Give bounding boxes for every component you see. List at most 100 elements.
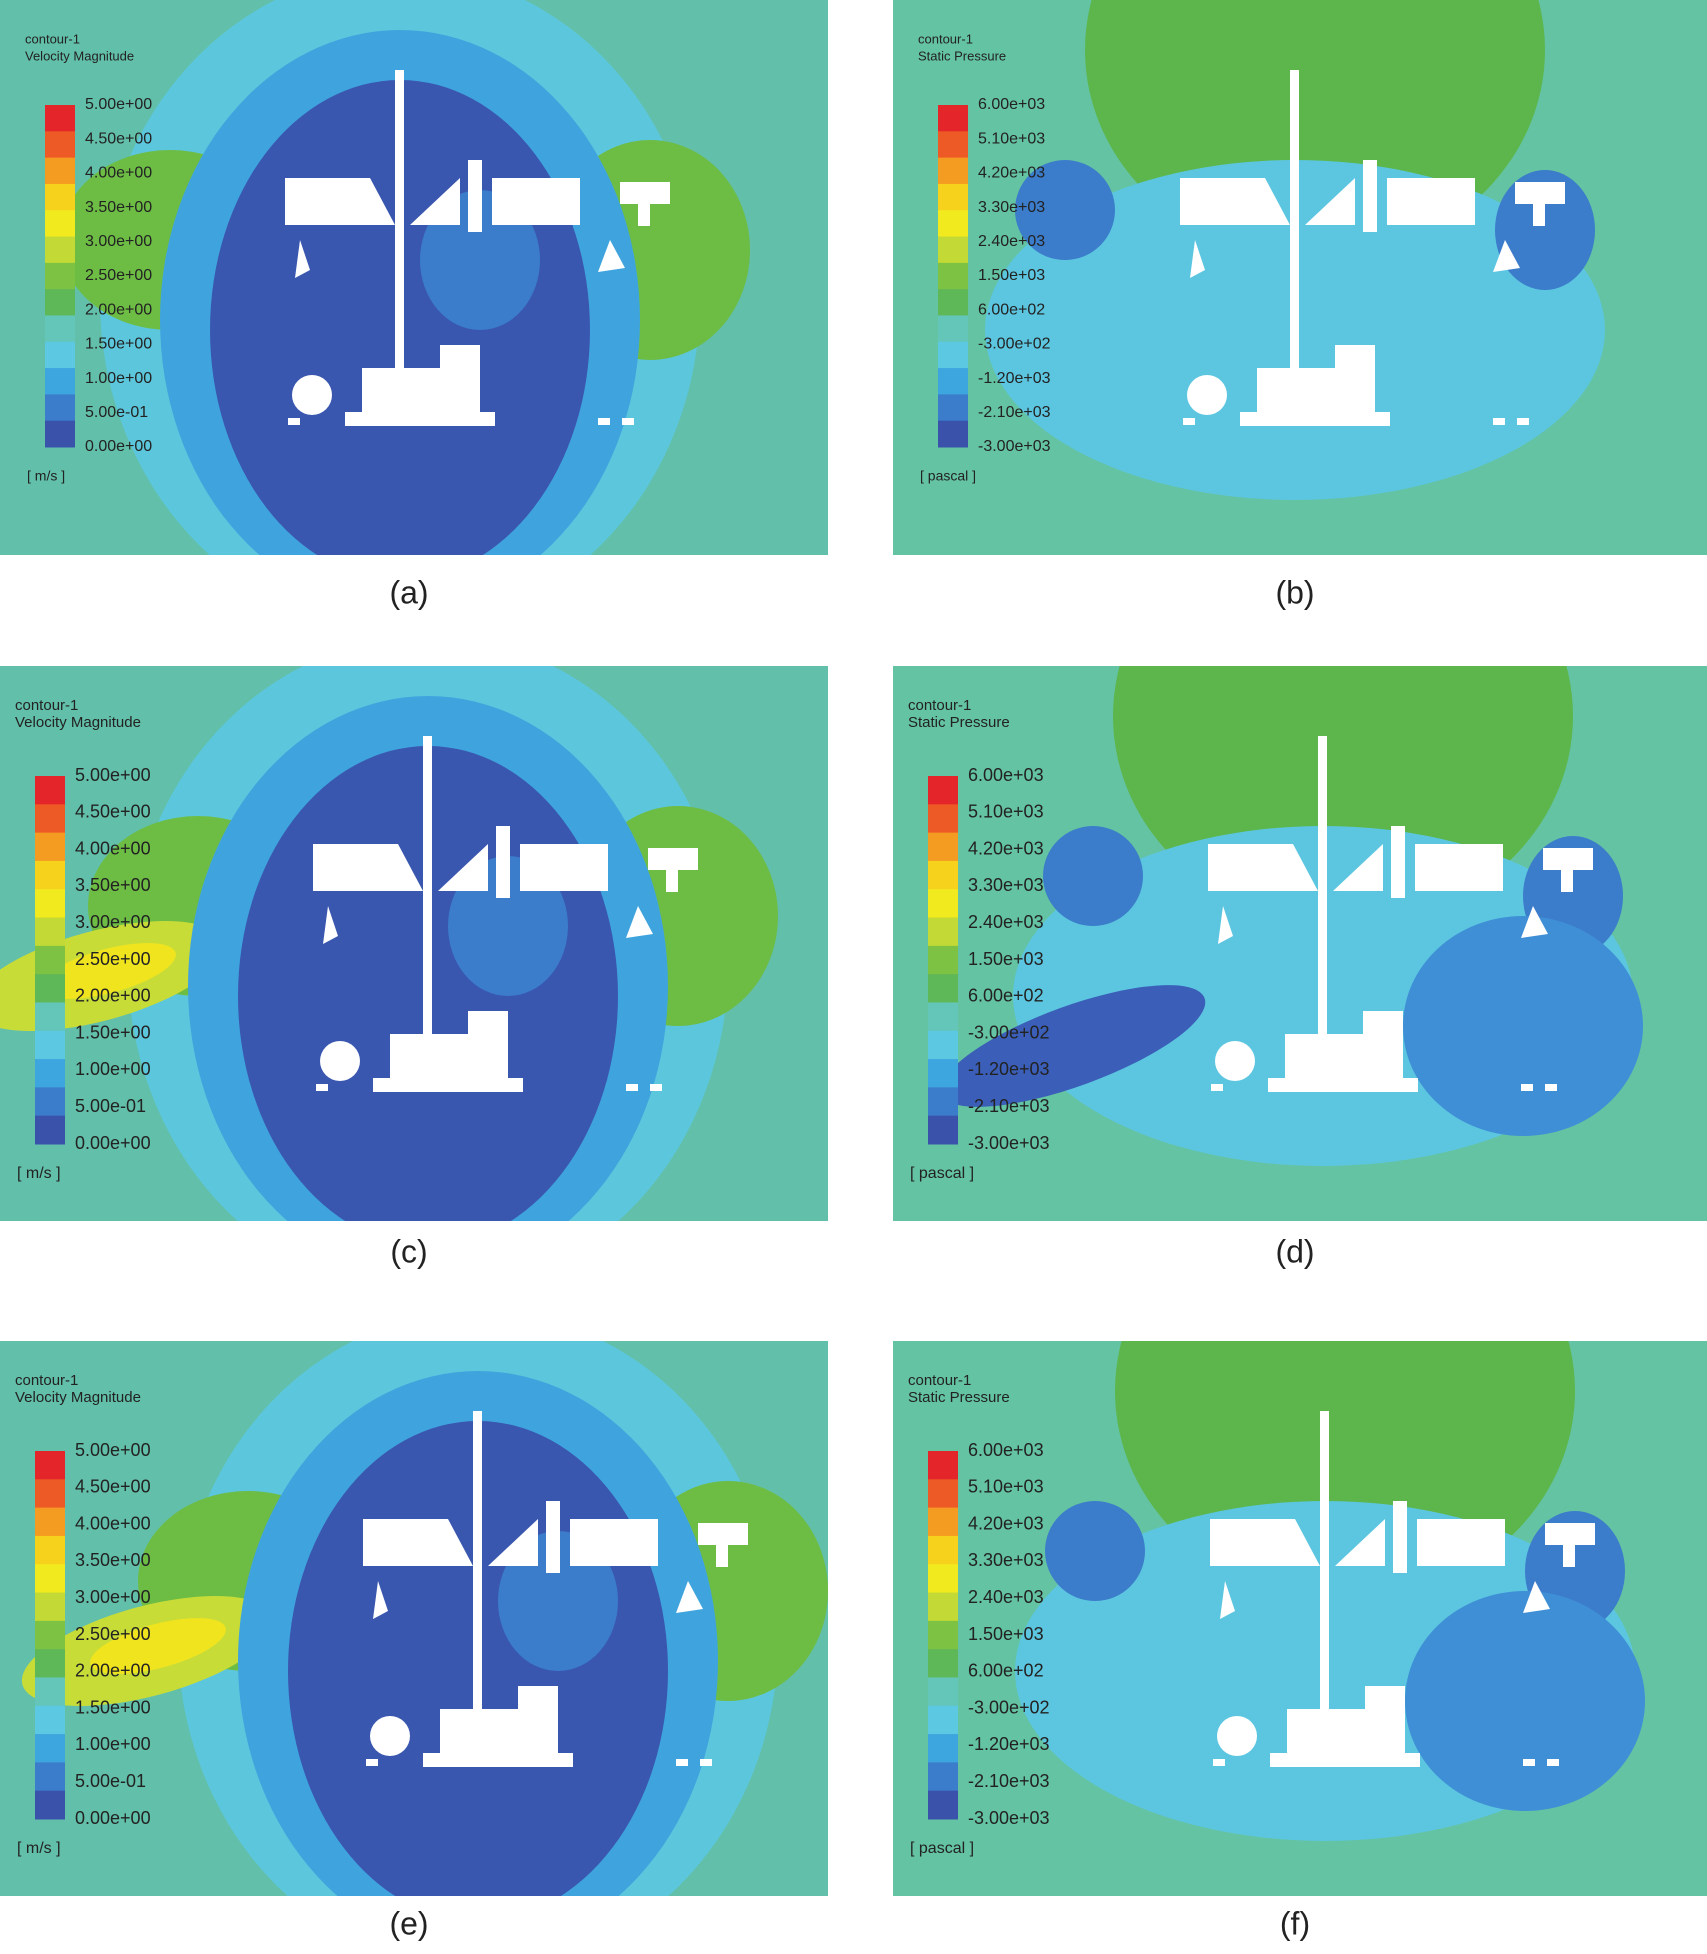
colorbar-label: 4.50e+00 bbox=[75, 1477, 151, 1497]
block bbox=[1563, 1545, 1575, 1567]
colorbar-label: 2.40e+03 bbox=[968, 1587, 1044, 1607]
caption: (b) bbox=[1275, 574, 1314, 610]
mast bbox=[423, 736, 432, 1046]
colorbar-band bbox=[35, 860, 65, 890]
colorbar-label: 3.00e+00 bbox=[75, 1587, 151, 1607]
beam bbox=[1417, 1519, 1505, 1566]
colorbar-band bbox=[938, 131, 968, 159]
colorbar-label: -1.20e+03 bbox=[968, 1059, 1050, 1079]
colorbar-band bbox=[928, 1564, 958, 1594]
beam bbox=[1335, 1519, 1385, 1566]
block bbox=[1545, 1523, 1595, 1545]
colorbar-label: -2.10e+03 bbox=[968, 1096, 1050, 1116]
contour-field bbox=[0, 1341, 828, 1896]
plate bbox=[598, 418, 610, 425]
colorbar-band bbox=[45, 315, 75, 343]
colorbar-label: 0.00e+00 bbox=[75, 1133, 151, 1153]
colorbar-label: 5.00e+00 bbox=[85, 96, 152, 113]
colorbar-label: 1.50e+00 bbox=[75, 1022, 151, 1042]
beam bbox=[410, 178, 460, 225]
colorbar-label: 1.50e+00 bbox=[75, 1697, 151, 1717]
colorbar-band bbox=[35, 1507, 65, 1537]
colorbar-band bbox=[45, 105, 75, 132]
beam bbox=[520, 844, 608, 891]
colorbar-band bbox=[45, 262, 75, 290]
legend-quantity: Velocity Magnitude bbox=[25, 48, 134, 63]
mast bbox=[395, 70, 404, 380]
field-region bbox=[1045, 1501, 1145, 1601]
caption: (f) bbox=[1280, 1905, 1310, 1941]
contour-field bbox=[0, 666, 828, 1221]
colorbar-label: -1.20e+03 bbox=[978, 370, 1051, 387]
colorbar-band bbox=[928, 1451, 958, 1480]
colorbar-band bbox=[928, 1649, 958, 1678]
colorbar-label: 2.40e+03 bbox=[978, 233, 1045, 250]
block bbox=[638, 204, 650, 226]
colorbar-band bbox=[45, 289, 75, 316]
plate bbox=[288, 418, 300, 425]
colorbar-label: -1.20e+03 bbox=[968, 1734, 1050, 1754]
block bbox=[1218, 906, 1233, 944]
colorbar-label: 4.00e+00 bbox=[85, 165, 152, 182]
colorbar-band bbox=[938, 341, 968, 369]
colorbar-label: 4.20e+03 bbox=[968, 838, 1044, 858]
plate bbox=[366, 1759, 378, 1766]
plate bbox=[1183, 418, 1195, 425]
colorbar-label: -3.00e+02 bbox=[978, 336, 1051, 353]
beam bbox=[313, 844, 423, 891]
colorbar-label: 6.00e+02 bbox=[978, 301, 1045, 318]
colorbar-label: 2.00e+00 bbox=[75, 1661, 151, 1681]
colorbar-band bbox=[45, 183, 75, 211]
beam bbox=[1210, 1519, 1320, 1566]
colorbar-label: 3.50e+00 bbox=[85, 199, 152, 216]
legend-title: contour-1 bbox=[908, 697, 971, 714]
colorbar-label: -3.00e+03 bbox=[978, 438, 1051, 455]
legend-quantity: Static Pressure bbox=[918, 48, 1006, 63]
legend-title: contour-1 bbox=[25, 31, 80, 46]
colorbar-label: 2.00e+00 bbox=[75, 986, 151, 1006]
base bbox=[1268, 1078, 1418, 1092]
colorbar-band bbox=[35, 1059, 65, 1088]
base bbox=[345, 412, 495, 426]
plate bbox=[316, 1084, 328, 1091]
base bbox=[518, 1686, 558, 1756]
beam bbox=[1180, 178, 1290, 225]
colorbar-label: 5.00e-01 bbox=[75, 1096, 146, 1116]
legend-unit: [ m/s ] bbox=[17, 1840, 61, 1857]
colorbar-band bbox=[928, 832, 958, 862]
colorbar-band bbox=[938, 105, 968, 132]
colorbar-band bbox=[928, 917, 958, 947]
legend-title: contour-1 bbox=[15, 1372, 78, 1389]
base bbox=[1335, 345, 1375, 415]
colorbar-label: 2.50e+00 bbox=[85, 267, 152, 284]
beam bbox=[1333, 844, 1383, 891]
colorbar-band bbox=[928, 776, 958, 805]
colorbar-band bbox=[928, 1620, 958, 1650]
block bbox=[373, 1581, 388, 1619]
field-region bbox=[90, 1618, 226, 1674]
colorbar-band bbox=[35, 1762, 65, 1792]
colorbar-band bbox=[35, 1705, 65, 1735]
colorbar-label: 5.00e+00 bbox=[75, 1440, 151, 1460]
colorbar-band bbox=[928, 1535, 958, 1565]
colorbar-band bbox=[35, 832, 65, 862]
beam bbox=[1208, 844, 1318, 891]
colorbar-label: 5.10e+03 bbox=[978, 130, 1045, 147]
beam bbox=[488, 1519, 538, 1566]
post bbox=[1391, 826, 1405, 898]
block bbox=[1493, 240, 1520, 272]
cylinder bbox=[1187, 375, 1227, 415]
post bbox=[1363, 160, 1377, 232]
legend-unit: [ m/s ] bbox=[27, 468, 65, 484]
panel: contour-1 Velocity Magnitude 5.00e+00 4.50e… bbox=[0, 0, 828, 555]
legend-unit: [ pascal ] bbox=[910, 1165, 974, 1182]
plate bbox=[622, 418, 634, 425]
base bbox=[423, 1753, 573, 1767]
plate bbox=[1547, 1759, 1559, 1766]
colorbar-band bbox=[35, 1592, 65, 1622]
field-region bbox=[1403, 916, 1643, 1136]
colorbar-band bbox=[928, 1790, 958, 1820]
